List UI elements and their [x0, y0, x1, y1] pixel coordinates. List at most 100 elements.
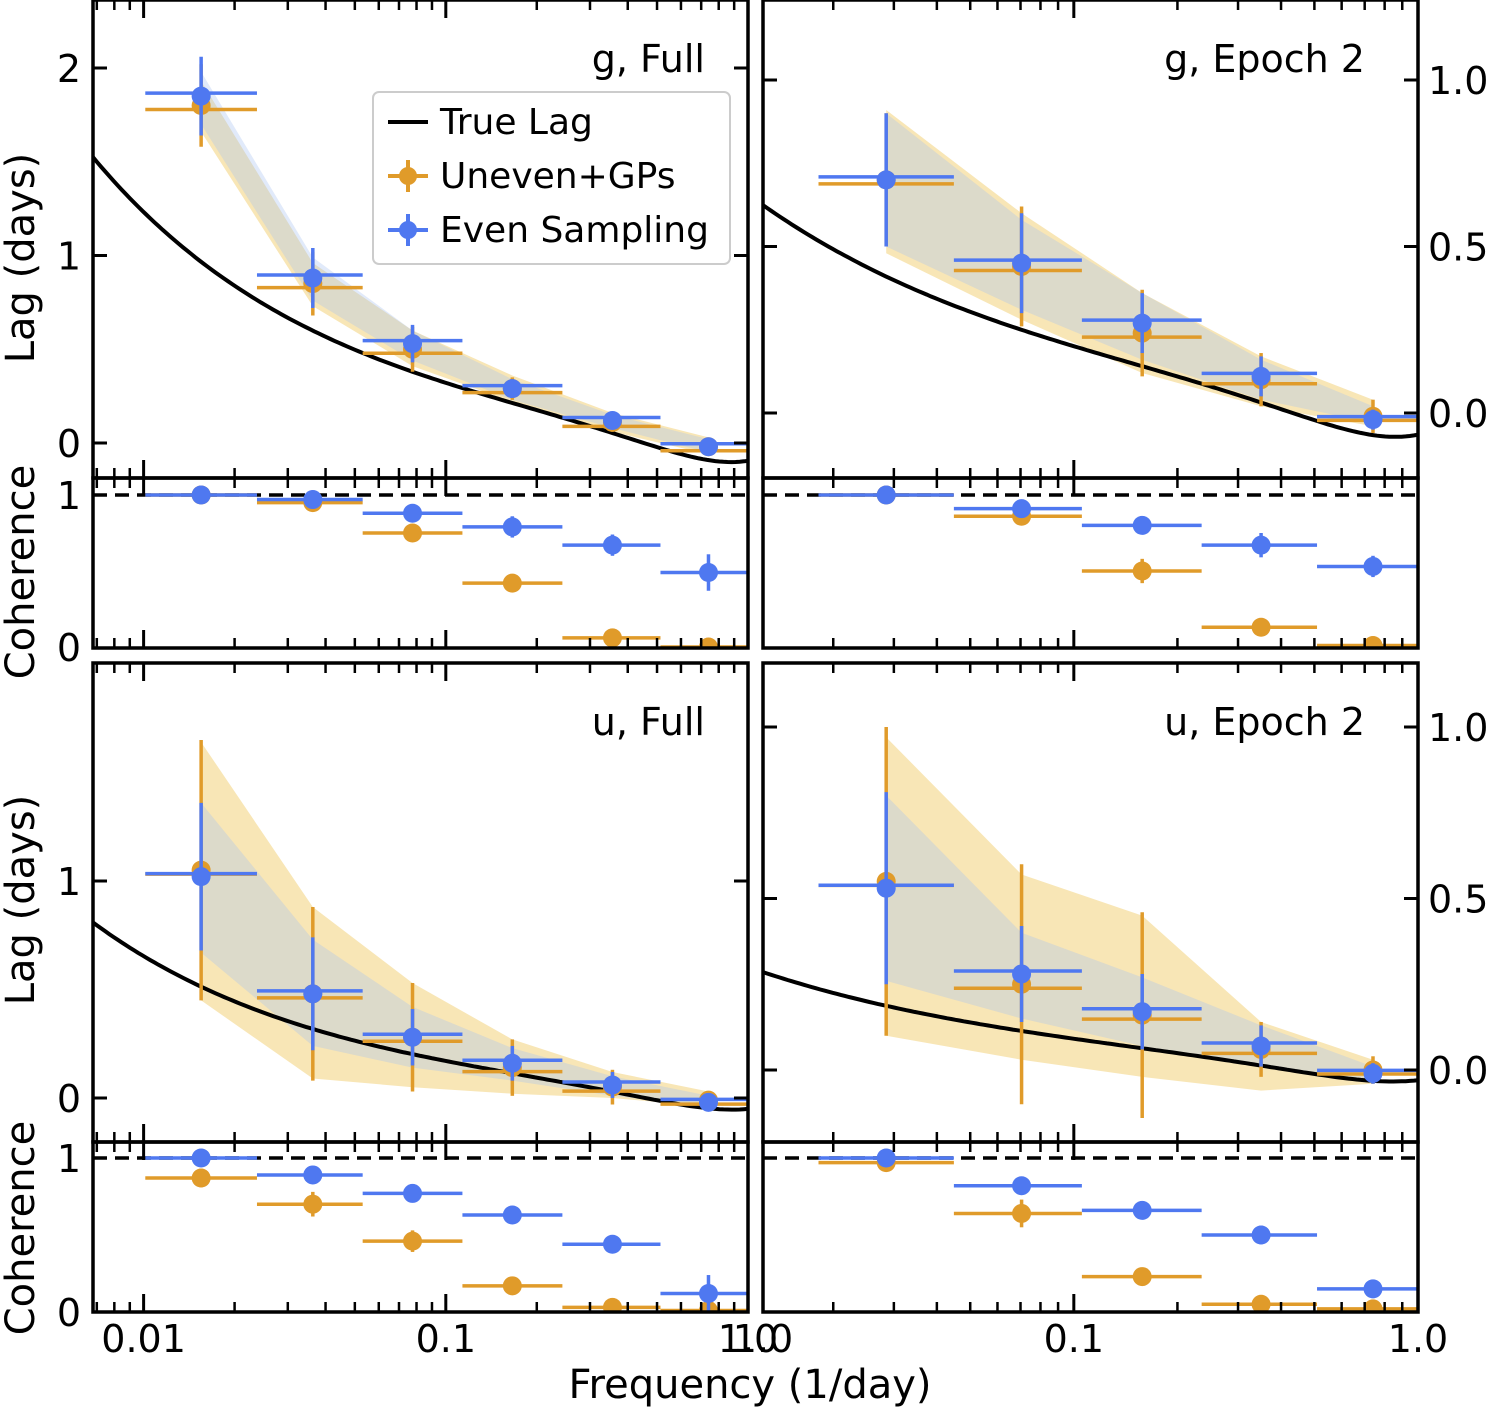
even-coherence-point	[145, 1148, 257, 1168]
legend-frame	[372, 91, 731, 265]
even-coherence-marker	[1363, 1279, 1383, 1299]
even-coherence-point	[562, 534, 661, 556]
even-lag-point	[256, 937, 363, 1051]
panel-title: g, Epoch 2	[1164, 37, 1365, 81]
even-coherence-point	[1317, 555, 1418, 578]
even-coherence-point	[256, 1165, 363, 1185]
even-lag-point	[1201, 1025, 1318, 1067]
y-tick-label-lag: 0.5	[1428, 878, 1488, 922]
y-tick-label-lag: 1.0	[1428, 706, 1488, 750]
y-tick-label-lag: 1	[57, 860, 81, 904]
even-lag-marker	[1363, 410, 1383, 430]
panel-u_epoch2: 0.0 0.5 1.0 0.1 1.0 1.0 u, Epoch 2	[733, 661, 1488, 1361]
uneven-coherence-marker	[698, 637, 718, 648]
lag-plot-g_full	[93, 56, 748, 465]
panel-g_epoch2: 0.0 0.5 1.0 g, Epoch 2	[761, 0, 1488, 650]
ylabel-coherence-top: Coherence	[0, 465, 44, 680]
even-lag-marker	[1012, 964, 1032, 984]
uneven-coherence-point	[362, 523, 463, 543]
even-lag-marker	[1132, 313, 1152, 333]
even-lag-point	[145, 802, 257, 951]
even-lag-marker	[403, 1027, 423, 1047]
uneven-coherence-marker	[191, 1168, 211, 1188]
even-coherence-point	[256, 490, 363, 510]
even-coherence-marker	[602, 535, 622, 555]
legend-uneven-label: Uneven+GPs	[440, 156, 675, 197]
even-coherence-point	[362, 1183, 463, 1203]
even-coherence-marker	[303, 1165, 323, 1185]
uneven-gp-band	[886, 737, 1373, 1091]
even-lag-marker	[602, 1075, 622, 1095]
uneven-coherence-marker	[602, 628, 622, 648]
even-lag-marker	[1363, 1063, 1383, 1083]
even-coherence-marker	[876, 1148, 896, 1168]
even-lag-point	[562, 411, 661, 430]
x-tick-label: 0.01	[101, 1317, 186, 1361]
even-lag-point	[818, 792, 954, 985]
even-lag-point	[462, 379, 563, 399]
even-lag-point	[1317, 409, 1418, 430]
y-tick-label-coherence: 1	[57, 1137, 81, 1181]
uneven-coherence-marker	[1251, 1294, 1271, 1312]
even-lag-marker	[403, 334, 423, 354]
uneven-coherence-point	[145, 1168, 257, 1188]
even-coherence-marker	[698, 1284, 718, 1304]
panel-title: u, Epoch 2	[1164, 700, 1365, 744]
even-coherence-marker	[403, 1183, 423, 1203]
uneven-coherence-marker	[1132, 1267, 1152, 1287]
panel-title: u, Full	[592, 700, 705, 744]
ylabel-lag-top: Lag (days)	[0, 153, 44, 364]
panel-title: g, Full	[592, 37, 705, 81]
even-lag-marker	[602, 411, 622, 430]
y-tick-label-coherence: 1	[57, 474, 81, 518]
y-tick-label-lag: 1.0	[1428, 59, 1488, 103]
even-coherence-point	[1201, 533, 1318, 558]
even-coherence-marker	[876, 485, 896, 505]
even-lag-point	[1201, 356, 1318, 397]
y-tick-label-coherence: 0	[57, 1291, 81, 1335]
xlabel: Frequency (1/day)	[568, 1362, 931, 1407]
legend-uneven-marker	[388, 160, 428, 192]
even-lag-marker	[303, 984, 323, 1004]
even-lag-point	[145, 56, 257, 136]
even-coherence-point	[953, 1176, 1082, 1196]
y-tick-label-lag: 1	[57, 235, 81, 279]
uneven-coherence-point	[1201, 1294, 1318, 1312]
even-coherence-point	[660, 1275, 748, 1312]
even-coherence-marker	[1363, 556, 1383, 576]
x-tick-label: 1.0	[718, 1317, 778, 1361]
uneven-coherence-point	[1081, 1267, 1202, 1287]
uneven-coherence-marker	[1012, 1203, 1032, 1223]
uneven-coherence-marker	[502, 1276, 522, 1296]
even-coherence-point	[818, 485, 954, 505]
x-tick-label: 0.1	[1044, 1317, 1104, 1361]
panel-u_full: 0 1 0 1 0.01 0.1 1.0 u, Full	[57, 661, 778, 1361]
even-coherence-marker	[502, 1205, 522, 1225]
coherence-plot-g_epoch2	[763, 485, 1418, 648]
even-coherence-marker	[403, 503, 423, 523]
even-coherence-point	[145, 485, 257, 505]
uneven-coherence-marker	[403, 523, 423, 543]
even-lag-marker	[502, 379, 522, 399]
lag-plot-u_full	[93, 739, 748, 1112]
even-sampling-band	[886, 113, 1373, 424]
even-coherence-marker	[1132, 515, 1152, 535]
even-coherence-point	[818, 1148, 954, 1168]
uneven-coherence-marker	[1251, 617, 1271, 637]
even-lag-point	[362, 1009, 463, 1066]
legend-even-marker	[388, 214, 428, 246]
uneven-coherence-point	[1317, 635, 1418, 648]
y-tick-label-lag: 0	[57, 422, 81, 466]
panel-g_full: 0 1 2 0 1 g, Full	[57, 0, 750, 670]
x-tick-label: 0.1	[416, 1317, 476, 1361]
even-lag-marker	[876, 878, 896, 898]
even-lag-point	[1081, 973, 1202, 1050]
y-tick-label-lag: 0.0	[1428, 392, 1488, 436]
even-coherence-point	[660, 554, 748, 591]
even-coherence-point	[362, 503, 463, 523]
even-lag-marker	[1251, 366, 1271, 386]
uneven-coherence-point	[362, 1230, 463, 1252]
x-tick-label: 1.0	[1388, 1317, 1448, 1361]
